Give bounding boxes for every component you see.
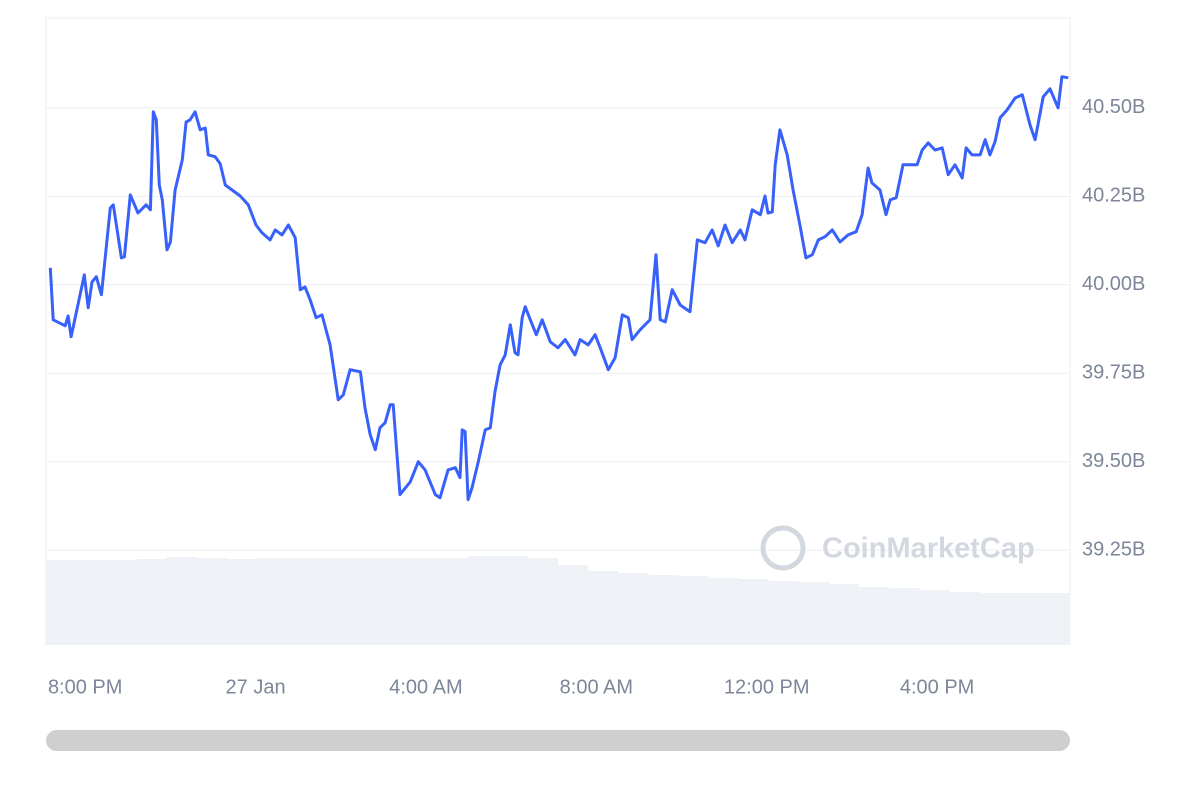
watermark-logo: [760, 525, 806, 571]
volume-bar: [829, 584, 860, 645]
volume-bar: [286, 558, 318, 645]
volume-bar: [798, 582, 830, 645]
x-tick-label: 8:00 PM: [48, 676, 122, 698]
volume-bar: [618, 573, 649, 645]
volume-bar: [527, 558, 558, 645]
volume-bar: [708, 578, 739, 645]
volume-bar: [919, 590, 950, 645]
x-tick-label: 8:00 AM: [560, 676, 633, 698]
volume-bar: [196, 558, 227, 645]
volume-bar: [226, 559, 257, 645]
watermark: CoinMarketCap: [760, 525, 1035, 571]
volume-bar: [166, 557, 197, 645]
price-line: [48, 75, 1069, 502]
x-tick-label: 27 Jan: [226, 676, 286, 698]
scrollbar[interactable]: [46, 730, 1070, 751]
volume-bar: [678, 576, 709, 645]
x-tick-label: 4:00 AM: [389, 676, 462, 698]
volume-bar: [648, 575, 679, 645]
volume-bar: [106, 560, 137, 645]
volume-bar: [256, 558, 287, 645]
volume-bar: [588, 571, 619, 645]
volume-bar: [76, 560, 107, 645]
volume-bar: [317, 558, 348, 645]
volume-bar: [889, 588, 920, 645]
volume-bar: [949, 592, 980, 645]
volume-bar: [437, 558, 468, 645]
y-tick-label: 39.25B: [1082, 538, 1145, 560]
y-tick-label: 40.50B: [1082, 96, 1145, 118]
volume-bar: [859, 587, 890, 645]
watermark-text: CoinMarketCap: [822, 533, 1035, 565]
volume-bar: [136, 559, 167, 645]
y-tick-label: 40.25B: [1082, 185, 1145, 207]
y-tick-label: 39.50B: [1082, 450, 1145, 472]
volume-bar: [1039, 593, 1070, 645]
volume-bar: [1009, 593, 1040, 645]
volume-bar: [467, 556, 498, 645]
volume-bar: [738, 579, 769, 645]
volume-bar: [497, 556, 528, 645]
volume-bar: [768, 581, 799, 645]
y-tick-label: 40.00B: [1082, 273, 1145, 295]
volume-bar: [46, 560, 77, 645]
volume-bar: [979, 593, 1010, 645]
y-tick-label: 39.75B: [1082, 362, 1145, 384]
x-tick-label: 12:00 PM: [724, 676, 810, 698]
volume-bar: [377, 558, 408, 645]
volume-bar: [347, 558, 378, 645]
x-tick-label: 4:00 PM: [900, 676, 974, 698]
plot: 39.25B 39.50B 39.75B 40.00B 40.25B 40.50B 8:00…: [45, 17, 1145, 698]
volume-bar: [558, 565, 589, 645]
volume-bar: [407, 558, 438, 645]
